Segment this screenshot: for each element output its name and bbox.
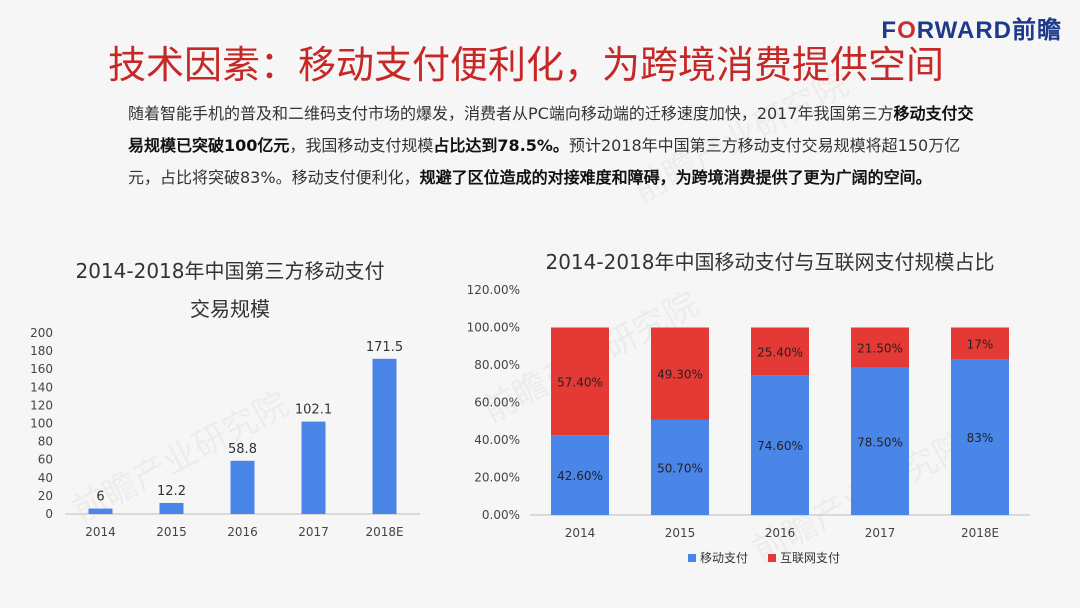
chart2-title: 2014-2018年中国移动支付与互联网支付规模占比	[545, 250, 995, 274]
bar-mobile	[751, 375, 809, 515]
intro-text: 随着智能手机的普及和二维码支付市场的爆发，消费者从PC端向移动端的迁移速度加快，…	[128, 104, 894, 123]
bar-internet	[651, 327, 709, 420]
y-tick-label: 20.00%	[474, 471, 520, 485]
y-tick-label: 0	[45, 507, 53, 521]
page-title: 技术因素：移动支付便利化，为跨境消费提供空间	[108, 43, 945, 87]
x-tick-label: 2016	[227, 525, 258, 539]
bar-mobile	[951, 359, 1009, 515]
data-label: 78.50%	[857, 435, 903, 449]
y-tick-label: 140	[30, 380, 53, 394]
y-tick-label: 180	[30, 344, 53, 358]
x-tick-label: 2014	[565, 526, 596, 540]
y-tick-label: 40.00%	[474, 433, 520, 447]
legend-swatch-mobile	[688, 554, 696, 562]
bar-internet	[551, 327, 609, 436]
data-label: 83%	[967, 431, 994, 445]
x-tick-label: 2018E	[365, 525, 403, 539]
x-tick-label: 2015	[156, 525, 187, 539]
bar	[372, 358, 397, 514]
data-label: 102.1	[295, 403, 332, 418]
intro-highlight: 规避了区位造成的对接难度和障碍，为跨境消费提供了更为广阔的空间。	[419, 168, 932, 187]
y-tick-label: 80.00%	[474, 358, 520, 372]
data-label: 49.30%	[657, 368, 703, 382]
legend-swatch-internet	[768, 554, 776, 562]
y-tick-label: 100.00%	[467, 321, 520, 335]
data-label: 6	[96, 490, 104, 505]
data-label: 42.60%	[557, 469, 603, 483]
data-label: 171.5	[366, 340, 403, 355]
x-tick-label: 2017	[298, 525, 329, 539]
intro-text: 预计2018年中国第三方移动支付交易规模将超150万亿元，占比将突破83%。移动…	[128, 136, 961, 187]
bar-internet	[851, 327, 909, 368]
y-tick-label: 80	[38, 435, 53, 449]
y-tick-label: 0.00%	[482, 508, 520, 522]
bar-internet	[751, 327, 809, 376]
bar	[159, 502, 184, 514]
data-label: 50.70%	[657, 461, 703, 475]
data-label: 17%	[967, 337, 994, 351]
y-tick-label: 60.00%	[474, 396, 520, 410]
bar-internet	[951, 327, 1009, 360]
y-tick-label: 100	[30, 417, 53, 431]
legend-label: 互联网支付	[780, 551, 840, 565]
bar	[230, 460, 255, 514]
x-tick-label: 2017	[865, 526, 896, 540]
chart2-svg: 0.00% 20.00% 40.00% 60.00% 80.00% 100.00% 120.…	[467, 283, 1030, 565]
x-tick-label: 2014	[85, 525, 116, 539]
bar-mobile	[651, 419, 709, 515]
chart1-title: 2014-2018年中国第三方移动支付 交易规模	[75, 259, 385, 321]
intro-paragraph: 随着智能手机的普及和二维码支付市场的爆发，消费者从PC端向移动端的迁移速度加快，…	[128, 98, 988, 194]
bar	[301, 421, 326, 514]
bar-mobile	[851, 367, 909, 515]
chart1-svg: 0 20 40 60 80 100 120 140 160 180 200 6 2014 12.2 2015…	[30, 326, 420, 539]
intro-text: ，我国移动支付规模	[289, 136, 434, 155]
data-label: 74.60%	[757, 439, 803, 453]
bar-mobile	[551, 435, 609, 515]
y-tick-label: 120.00%	[467, 283, 520, 297]
y-tick-label: 60	[38, 453, 53, 467]
y-tick-label: 20	[38, 489, 53, 503]
data-label: 21.50%	[857, 342, 903, 356]
x-tick-label: 2015	[665, 526, 696, 540]
bar	[88, 508, 113, 514]
x-tick-label: 2018E	[961, 526, 999, 540]
x-tick-label: 2016	[765, 526, 796, 540]
data-label: 57.40%	[557, 375, 603, 389]
data-label: 58.8	[228, 442, 257, 457]
y-tick-label: 200	[30, 326, 53, 340]
intro-highlight: 移动支付交易规模已突破100亿元	[128, 104, 974, 155]
y-tick-label: 120	[30, 398, 53, 412]
brand-logo: FORWARD前瞻	[881, 17, 1062, 44]
data-label: 12.2	[157, 484, 186, 499]
y-tick-label: 40	[38, 471, 53, 485]
legend-label: 移动支付	[700, 551, 748, 565]
y-tick-label: 160	[30, 362, 53, 376]
data-label: 25.40%	[757, 345, 803, 359]
intro-highlight: 占比达到78.5%。	[433, 136, 569, 155]
